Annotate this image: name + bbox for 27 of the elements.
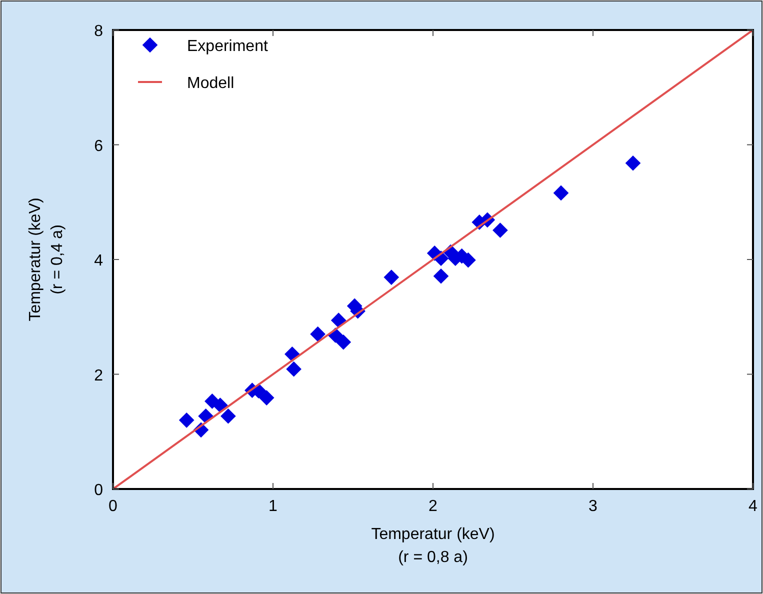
point	[220, 408, 236, 424]
point	[625, 155, 641, 171]
x-tick-label: 1	[268, 498, 278, 515]
point	[258, 390, 274, 406]
point	[330, 312, 346, 328]
x-tick-label: 0	[108, 498, 118, 515]
point	[286, 361, 302, 377]
y-tick-label: 6	[94, 138, 104, 155]
legend-label: Modell	[187, 75, 234, 92]
legend-label: Experiment	[187, 38, 268, 55]
y-tick-label: 4	[94, 252, 104, 270]
x-axis-title: Temperatur (keV) (r = 0,8 a)	[371, 526, 495, 566]
y-tick-label: 0	[94, 482, 104, 499]
point	[492, 222, 508, 238]
y-tick-label: 8	[94, 23, 104, 40]
x-tick-label: 4	[748, 498, 758, 515]
point	[310, 326, 326, 342]
x-tick-label: 3	[588, 498, 598, 515]
point	[384, 270, 400, 285]
y-axis-title: Temperatur (keV) (r = 0,4 a)	[27, 198, 66, 322]
x-tick-label: 2	[428, 498, 438, 515]
point	[336, 334, 352, 350]
point	[553, 185, 569, 201]
y-tick-label: 2	[94, 367, 104, 384]
point	[212, 398, 228, 413]
point	[178, 412, 194, 428]
point	[433, 268, 449, 284]
